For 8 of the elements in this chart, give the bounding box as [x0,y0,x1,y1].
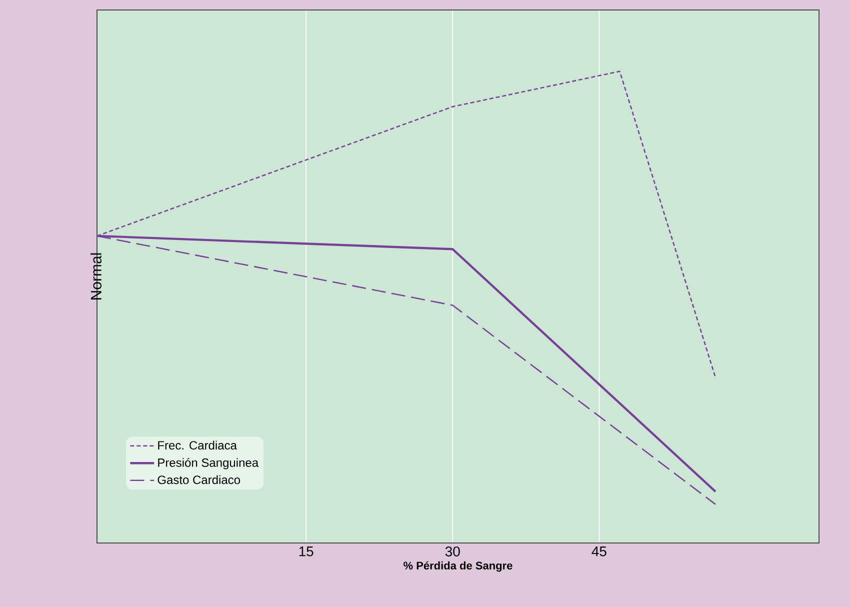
y-axis-title: Normal [90,253,102,300]
legend-label: Frec. Cardiaca [158,440,237,450]
x-tick-label: 30 [445,546,460,556]
legend-label: Gasto Cardiaco [158,475,240,484]
x-axis-title: % Pérdida de Sangre [404,561,512,572]
x-tick-label: 45 [592,546,606,556]
legend-label: Presión Sanguinea [158,458,259,470]
x-tick-label: 15 [299,546,314,556]
